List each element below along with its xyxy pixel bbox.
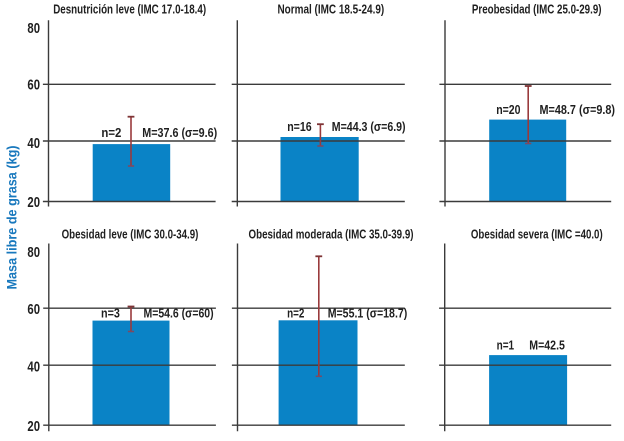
svg-text:Obesidad moderada (IMC 35.0-39: Obesidad moderada (IMC 35.0-39.9) — [249, 227, 414, 242]
svg-text:Preobesidad (IMC 25.0-29.9): Preobesidad (IMC 25.0-29.9) — [472, 2, 602, 17]
svg-text:80: 80 — [27, 21, 40, 37]
svg-text:40: 40 — [27, 360, 40, 376]
svg-text:n=3: n=3 — [101, 305, 120, 320]
svg-text:60: 60 — [27, 78, 40, 94]
svg-text:M=37.6 (σ=9.6): M=37.6 (σ=9.6) — [142, 125, 217, 140]
svg-text:Desnutrición leve (IMC 17.0-18: Desnutrición leve (IMC 17.0-18.4) — [53, 2, 206, 17]
svg-text:Masa libre de grasa (kg): Masa libre de grasa (kg) — [5, 146, 20, 290]
svg-text:n=2: n=2 — [287, 305, 304, 320]
svg-text:40: 40 — [27, 136, 40, 152]
svg-text:M=48.7 (σ=9.8): M=48.7 (σ=9.8) — [540, 102, 616, 117]
svg-text:M=54.6 (σ=60): M=54.6 (σ=60) — [144, 305, 214, 320]
svg-text:n=2: n=2 — [101, 125, 121, 140]
svg-text:60: 60 — [27, 302, 40, 318]
svg-text:n=20: n=20 — [496, 102, 520, 117]
svg-text:n=16: n=16 — [287, 119, 312, 134]
svg-text:M=55.1 (σ=18.7): M=55.1 (σ=18.7) — [328, 305, 408, 320]
svg-text:n=1: n=1 — [497, 338, 514, 353]
svg-text:M=42.5: M=42.5 — [529, 338, 565, 353]
svg-text:20: 20 — [27, 195, 40, 211]
svg-text:Obesidad severa (IMC =40.0): Obesidad severa (IMC =40.0) — [471, 227, 603, 242]
svg-text:Normal (IMC 18.5-24.9): Normal (IMC 18.5-24.9) — [278, 2, 385, 17]
svg-text:Obesidad leve (IMC 30.0-34.9): Obesidad leve (IMC 30.0-34.9) — [62, 227, 199, 242]
svg-text:20: 20 — [27, 419, 40, 435]
svg-text:M=44.3 (σ=6.9): M=44.3 (σ=6.9) — [332, 119, 406, 134]
svg-text:80: 80 — [27, 245, 40, 261]
